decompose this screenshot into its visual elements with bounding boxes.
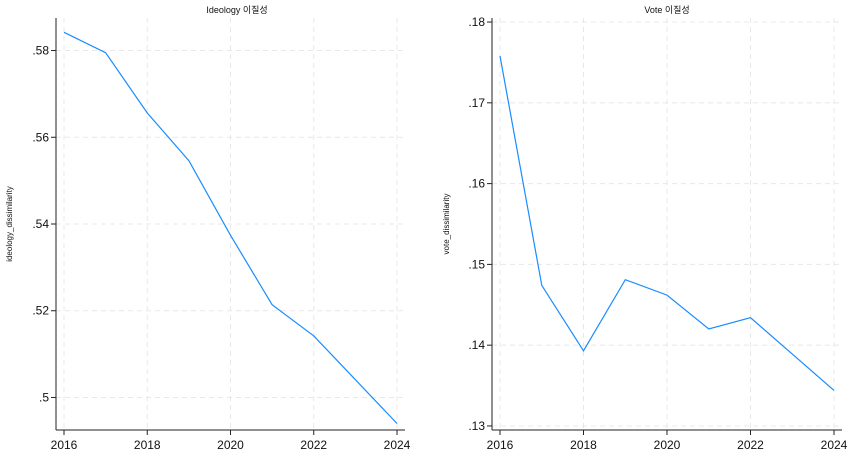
vote-y-axis-label: vote_dissimilarity	[442, 194, 451, 255]
vote-xtick-label-2: 2020	[654, 438, 681, 452]
ideology-xtick-label-1: 2018	[134, 438, 161, 452]
ideology-xtick-label-0: 2016	[51, 438, 78, 452]
vote-ytick-label-0: .13	[468, 419, 485, 433]
vote-xtick-label-0: 2016	[487, 438, 514, 452]
vote-ytick-label-2: .15	[468, 257, 485, 271]
ideology-ytick-label-0: .5	[39, 390, 49, 404]
vote-xtick-label-1: 2018	[570, 438, 597, 452]
ideology-xtick-label-2: 2020	[217, 438, 244, 452]
vote-ytick-label-3: .16	[468, 177, 485, 191]
ideology-series-line	[63, 31, 398, 424]
vote-series-line	[499, 55, 835, 391]
ideology-xtick-label-4: 2024	[384, 438, 411, 452]
ideology-ytick-label-4: .58	[32, 44, 49, 58]
vote-xtick-label-4: 2024	[821, 438, 848, 452]
vote-xtick-label-3: 2022	[737, 438, 764, 452]
vote-ytick-label-5: .18	[468, 15, 485, 29]
ideology-ytick-label-3: .56	[32, 130, 49, 144]
ideology-ytick-label-1: .52	[32, 304, 49, 318]
ideology-y-axis-label: ideology_dissimilarity	[5, 186, 14, 262]
vote-ytick-label-1: .14	[468, 338, 485, 352]
ideology-chart-title: Ideology 이질성	[206, 4, 267, 15]
vote-ytick-label-4: .17	[468, 96, 485, 110]
ideology-ytick-label-2: .54	[32, 217, 49, 231]
ideology-xtick-label-3: 2022	[300, 438, 327, 452]
vote-chart-title: Vote 이질성	[644, 4, 689, 15]
